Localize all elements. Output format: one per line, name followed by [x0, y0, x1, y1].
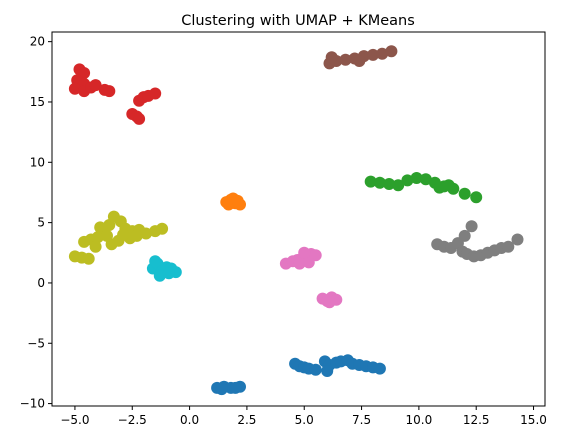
points-layer [68, 45, 524, 396]
point-4-8 [325, 51, 338, 64]
point-4-6 [376, 47, 389, 60]
cluster-1 [220, 192, 246, 211]
cluster-9 [316, 291, 343, 309]
cluster-0 [211, 354, 386, 396]
point-4-9 [353, 55, 366, 67]
point-6-11 [502, 240, 515, 253]
point-7-7 [94, 221, 107, 234]
point-4-7 [385, 45, 398, 58]
point-2-12 [433, 181, 446, 194]
point-3-16 [133, 112, 146, 125]
y-tick-label: 15 [30, 95, 45, 109]
point-0-10 [309, 363, 322, 376]
point-2-6 [419, 173, 432, 186]
plot-frame [51, 31, 546, 407]
point-5-9 [298, 246, 311, 259]
point-2-5 [410, 172, 423, 184]
point-4-2 [339, 53, 352, 66]
point-2-13 [442, 179, 455, 192]
x-tick-label: −2.5 [118, 413, 147, 427]
point-6-13 [465, 220, 478, 233]
point-7-20 [130, 229, 143, 242]
point-0-4 [215, 383, 228, 396]
point-3-4 [68, 82, 81, 95]
point-2-1 [373, 176, 386, 189]
y-axis: −10 −5 0 5 10 15 20 [20, 35, 52, 411]
point-1-6 [231, 194, 244, 207]
point-3-13 [149, 87, 162, 100]
cluster-7 [68, 210, 169, 265]
x-tick-label: 5.0 [295, 413, 314, 427]
point-7-16 [156, 222, 169, 235]
point-0-21 [373, 362, 386, 375]
x-tick-label: 7.5 [352, 413, 371, 427]
point-2-2 [383, 178, 396, 190]
point-2-4 [401, 174, 414, 187]
cluster-6 [431, 220, 524, 263]
point-5-7 [293, 257, 306, 270]
point-7-21 [89, 240, 102, 253]
x-tick-label: 10.0 [406, 413, 433, 427]
point-7-22 [101, 229, 113, 242]
cluster-3 [68, 63, 162, 125]
chart-title: Clustering with UMAP + KMeans [181, 13, 415, 29]
point-2-0 [364, 175, 377, 188]
point-7-23 [117, 228, 130, 241]
point-2-11 [470, 191, 483, 204]
point-1-5 [222, 198, 235, 211]
point-6-12 [511, 233, 524, 246]
y-tick-label: 10 [30, 155, 45, 169]
point-8-8 [162, 267, 175, 280]
point-5-8 [302, 256, 315, 269]
point-0-5 [229, 381, 242, 394]
point-7-14 [140, 227, 152, 240]
x-tick-label: 12.5 [463, 413, 490, 427]
point-3-9 [103, 85, 116, 98]
point-6-14 [458, 229, 471, 242]
point-3-7 [89, 79, 102, 92]
y-tick-label: 5 [37, 216, 45, 230]
point-8-6 [153, 269, 166, 282]
point-2-10 [458, 187, 471, 200]
point-8-7 [149, 255, 162, 268]
x-tick-label: 15.0 [520, 413, 547, 427]
point-7-2 [82, 252, 95, 265]
x-tick-label: 2.5 [237, 413, 256, 427]
cluster-5 [279, 246, 322, 270]
y-tick-label: −5 [27, 336, 45, 350]
y-tick-label: 0 [37, 276, 45, 290]
point-2-3 [392, 179, 405, 192]
cluster-2 [364, 172, 483, 204]
y-tick-label: −10 [20, 397, 45, 411]
x-tick-label: 0.0 [180, 413, 199, 427]
cluster-8 [146, 255, 182, 282]
x-axis: −5.0 −2.5 0.0 2.5 5.0 7.5 10.0 12.5 15.0 [60, 406, 547, 427]
point-0-13 [321, 365, 334, 377]
point-4-5 [367, 48, 379, 61]
x-tick-label: −5.0 [60, 413, 89, 427]
point-9-4 [323, 296, 336, 309]
y-tick-label: 20 [30, 35, 45, 49]
cluster-4 [323, 45, 398, 70]
